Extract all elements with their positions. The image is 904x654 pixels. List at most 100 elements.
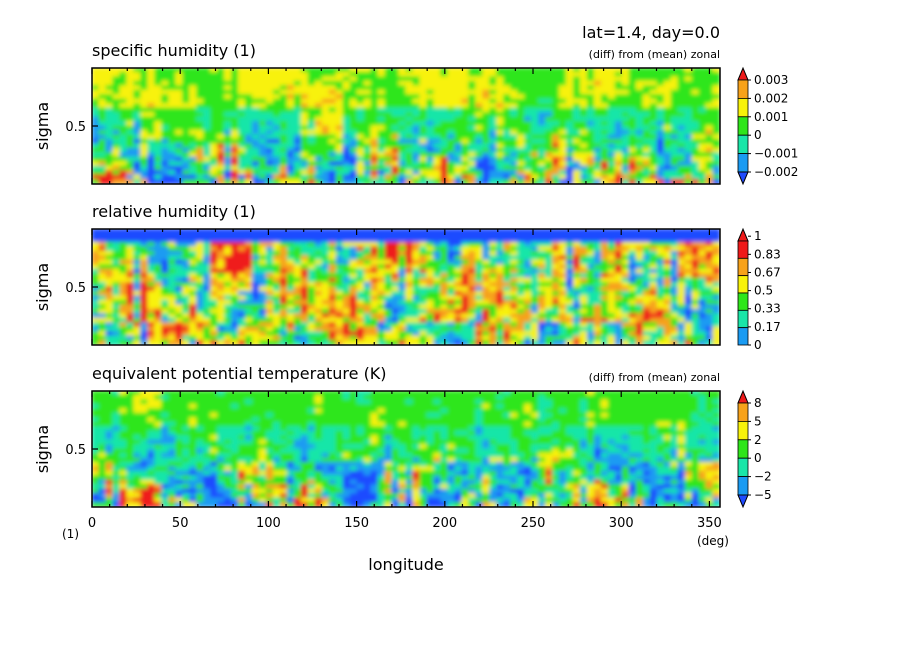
heatmap-cell: [307, 237, 316, 243]
heatmap-cell: [98, 232, 107, 239]
heatmap-cell: [468, 317, 477, 324]
heatmap-cell: [510, 295, 519, 301]
heatmap-cell: [635, 147, 644, 154]
heatmap-cell: [384, 121, 393, 127]
heatmap-cell: [565, 80, 574, 87]
heatmap-cell: [258, 313, 267, 319]
heatmap-cell: [105, 277, 114, 284]
heatmap-cell: [245, 331, 253, 337]
heatmap-cell: [635, 161, 644, 167]
heatmap-cell: [279, 80, 288, 87]
heatmap-cell: [433, 98, 442, 105]
heatmap-cell: [517, 313, 526, 319]
heatmap-cell: [419, 152, 428, 158]
heatmap-cell: [412, 152, 421, 158]
heatmap-cell: [579, 237, 588, 243]
heatmap-cell: [600, 250, 609, 257]
heatmap-cell: [579, 174, 588, 181]
heatmap-cell: [119, 335, 128, 342]
heatmap-cell: [545, 264, 554, 270]
heatmap-cell: [635, 229, 644, 234]
heatmap-cell: [559, 98, 567, 105]
heatmap-cell: [293, 255, 302, 261]
heatmap-cell: [684, 76, 693, 82]
heatmap-cell: [293, 391, 302, 396]
heatmap-cell: [279, 250, 288, 257]
heatmap-cell: [496, 277, 505, 284]
heatmap-cell: [377, 134, 386, 140]
heatmap-cell: [293, 322, 302, 328]
heatmap-cell: [363, 134, 372, 140]
heatmap-cell: [433, 161, 442, 167]
heatmap-cell: [384, 98, 393, 105]
heatmap-cell: [265, 340, 274, 345]
heatmap-cell: [440, 165, 449, 172]
heatmap-cell: [307, 340, 316, 345]
heatmap-cell: [279, 237, 288, 243]
heatmap-cell: [579, 391, 588, 396]
heatmap-cell: [670, 138, 679, 145]
heatmap-cell: [189, 340, 198, 345]
heatmap-cell: [258, 147, 267, 154]
heatmap-cell: [342, 335, 351, 342]
heatmap-cell: [224, 94, 233, 100]
heatmap-cell: [251, 313, 260, 319]
heatmap-cell: [496, 290, 505, 297]
heatmap-cell: [119, 290, 128, 297]
heatmap-cell: [656, 229, 665, 234]
heatmap-cell: [545, 241, 554, 248]
heatmap-cell: [196, 282, 205, 288]
heatmap-cell: [656, 85, 665, 91]
heatmap-cell: [712, 76, 720, 82]
heatmap-cell: [182, 326, 191, 333]
heatmap-cell: [203, 335, 212, 342]
heatmap-cell: [510, 94, 519, 100]
colorbar-segment: [737, 257, 749, 277]
heatmap-cell: [482, 76, 491, 82]
heatmap-cell: [189, 107, 198, 114]
heatmap-cell: [175, 134, 184, 140]
heatmap-cell: [384, 313, 393, 319]
heatmap-cell: [545, 391, 554, 396]
heatmap-cell: [182, 170, 191, 176]
heatmap-cell: [565, 250, 574, 257]
heatmap-cell: [545, 290, 554, 297]
heatmap-cell: [559, 76, 567, 82]
heatmap-cell: [572, 147, 581, 154]
heatmap-cell: [279, 138, 288, 145]
heatmap-cell: [126, 317, 135, 324]
heatmap-cell: [426, 76, 435, 82]
heatmap-cell: [168, 255, 177, 261]
heatmap-cell: [712, 134, 720, 140]
heatmap-cell: [92, 246, 100, 252]
heatmap-cell: [349, 68, 358, 73]
heatmap-cell: [538, 85, 547, 91]
heatmap-cell: [349, 85, 358, 91]
heatmap-cell: [503, 299, 512, 306]
heatmap-cell: [238, 98, 247, 105]
heatmap-cell: [377, 71, 386, 78]
heatmap-cell: [628, 277, 637, 284]
heatmap-cell: [572, 246, 581, 252]
heatmap-cell: [356, 237, 365, 243]
heatmap-cell: [642, 335, 651, 342]
heatmap-cell: [321, 317, 330, 324]
heatmap-cell: [258, 116, 267, 123]
heatmap-cell: [245, 299, 253, 306]
heatmap-cell: [579, 290, 588, 297]
heatmap-cell: [279, 103, 288, 109]
heatmap-cell: [489, 286, 498, 292]
heatmap-cell: [391, 125, 400, 131]
heatmap-cell: [203, 174, 212, 181]
heatmap-cell: [454, 152, 463, 158]
heatmap-cell: [133, 179, 142, 184]
heatmap-cell: [454, 232, 463, 239]
heatmap-cell: [391, 282, 400, 288]
heatmap-cell: [196, 277, 205, 284]
heatmap-cell: [224, 71, 233, 78]
heatmap-cell: [565, 237, 574, 243]
heatmap-cell: [384, 107, 393, 114]
heatmap-cell: [593, 107, 602, 114]
heatmap-cell: [579, 295, 588, 301]
heatmap-cell: [468, 268, 477, 275]
